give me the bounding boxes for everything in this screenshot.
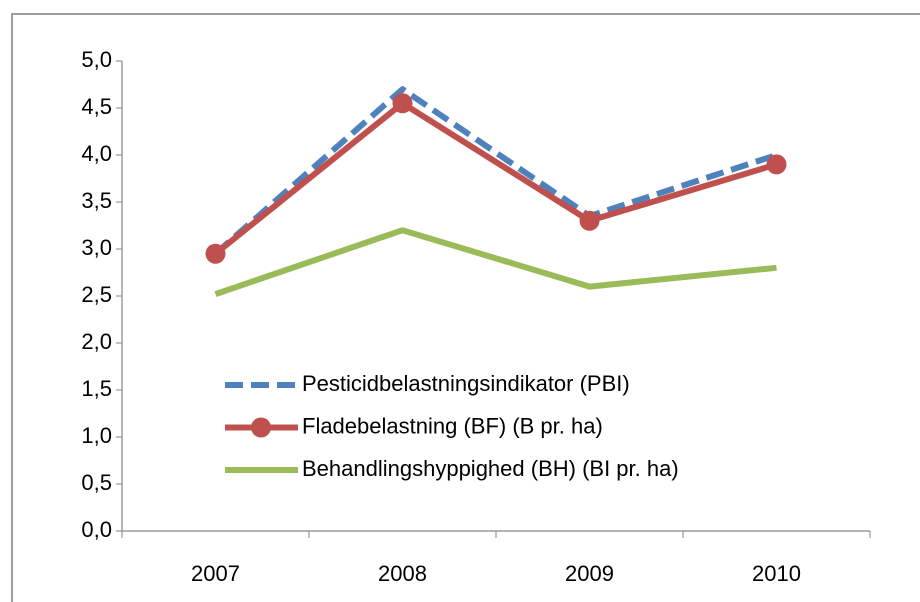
y-tick-label: 0,5 xyxy=(81,470,112,495)
y-tick-label: 5,0 xyxy=(81,47,112,72)
series-marker xyxy=(392,93,413,114)
x-tick-label: 2007 xyxy=(191,561,240,586)
legend-label: Fladebelastning (BF) (B pr. ha) xyxy=(302,413,603,438)
y-tick-label: 0,0 xyxy=(81,517,112,542)
y-tick-label: 1,5 xyxy=(81,376,112,401)
legend-label: Pesticidbelastningsindikator (PBI) xyxy=(302,371,630,396)
series-line xyxy=(214,227,777,297)
x-tick-label: 2008 xyxy=(378,561,427,586)
y-tick-label: 3,0 xyxy=(81,235,112,260)
y-tick-label: 1,0 xyxy=(81,423,112,448)
chart-frame xyxy=(11,13,920,602)
y-tick-label: 4,5 xyxy=(81,94,112,119)
series-line xyxy=(213,86,778,256)
y-tick-label: 4,0 xyxy=(81,141,112,166)
series-marker xyxy=(766,154,787,175)
x-tick-label: 2009 xyxy=(565,561,614,586)
series-line xyxy=(213,100,778,257)
y-tick-label: 2,5 xyxy=(81,282,112,307)
series-marker xyxy=(579,210,600,231)
y-tick-label: 3,5 xyxy=(81,188,112,213)
series-marker xyxy=(205,243,226,264)
legend-label: Behandlingshyppighed (BH) (BI pr. ha) xyxy=(302,456,679,481)
legend-marker xyxy=(251,417,271,438)
x-tick-label: 2010 xyxy=(752,561,801,586)
y-tick-label: 2,0 xyxy=(81,329,112,354)
